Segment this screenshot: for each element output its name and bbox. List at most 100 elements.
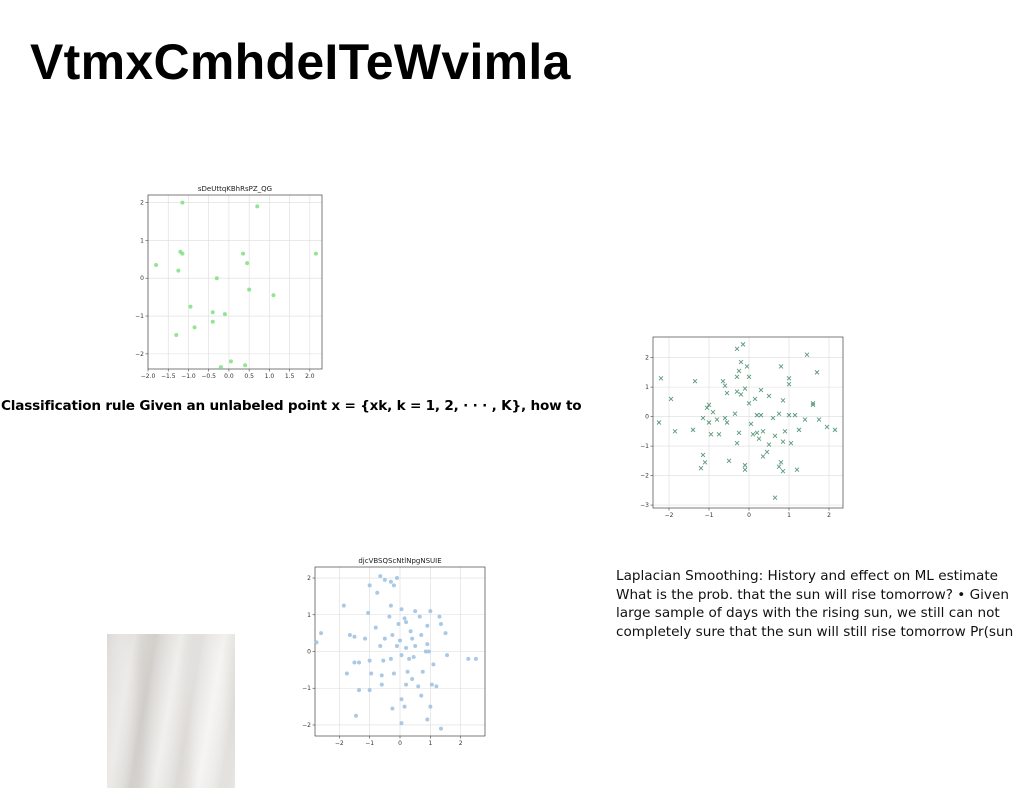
data-point	[752, 396, 758, 402]
data-point	[347, 632, 352, 637]
y-tick-label: 0	[140, 275, 144, 282]
data-point	[398, 638, 402, 643]
data-point	[750, 431, 756, 437]
data-point	[740, 342, 746, 347]
data-point	[692, 378, 698, 384]
data-point	[764, 449, 770, 455]
y-tick-label: −3	[640, 502, 649, 509]
data-point	[716, 431, 722, 437]
data-point	[810, 402, 816, 408]
data-point	[210, 310, 215, 315]
data-point	[388, 579, 393, 584]
laplacian-smoothing-text: Laplacian Smoothing: History and effect …	[616, 567, 1024, 641]
data-point	[352, 660, 357, 665]
fabric-fold	[107, 634, 137, 788]
data-point	[473, 656, 478, 661]
x-tick-label: 1	[787, 512, 791, 519]
data-point	[744, 364, 750, 369]
data-point	[245, 261, 250, 266]
data-point	[378, 574, 383, 579]
data-point	[271, 293, 276, 298]
data-point	[758, 387, 764, 393]
data-point	[423, 649, 428, 654]
data-point	[313, 251, 318, 256]
data-point	[746, 374, 752, 380]
data-point	[419, 693, 424, 698]
page-title: VtmxCmhdeITeWvimla	[30, 34, 571, 90]
x-tick-label: 2	[827, 512, 831, 519]
data-point	[704, 405, 710, 411]
data-point	[419, 632, 424, 637]
data-point	[352, 634, 357, 639]
data-point	[732, 411, 738, 416]
data-point	[357, 660, 362, 665]
data-point	[391, 583, 396, 588]
data-point	[417, 614, 422, 619]
data-point	[792, 412, 798, 418]
fabric-fold	[145, 634, 185, 788]
classification-rule-text: Classification rule Given an unlabeled p…	[1, 398, 582, 414]
data-point	[437, 614, 442, 619]
data-point	[672, 429, 678, 434]
data-point	[714, 417, 720, 422]
y-tick-label: 1	[307, 612, 311, 619]
data-point	[367, 688, 372, 693]
data-point	[413, 609, 418, 614]
data-point	[738, 359, 744, 365]
x-tick-label: 1	[428, 740, 432, 747]
y-tick-label: 0	[645, 414, 649, 421]
data-point	[736, 368, 742, 374]
data-point	[710, 409, 716, 415]
data-point	[760, 454, 766, 459]
data-point	[438, 621, 443, 626]
y-tick-label: −2	[640, 473, 649, 480]
smoothing-line: large sample of days with the rising sun…	[616, 605, 1000, 621]
y-tick-label: −1	[135, 313, 144, 320]
scatter-chart-2: −2 −1 0 1 2 −3 −2 −1 0 1 2	[625, 334, 850, 519]
chart-title: djcVBSQScNtlNpgNSUIE	[358, 557, 441, 565]
scatter-chart-3: −2 −1 0 1 2 −2 −1 0 1 2 djcVBSQScNtlNpgNSUIE	[290, 551, 490, 748]
data-point	[782, 429, 788, 434]
data-point	[772, 433, 778, 439]
data-point	[394, 576, 399, 581]
data-point	[788, 440, 794, 446]
data-point	[379, 682, 384, 687]
data-point	[379, 673, 384, 678]
y-tick-label: −2	[135, 351, 144, 358]
data-point	[780, 468, 786, 474]
data-point	[780, 439, 786, 444]
data-point	[760, 429, 766, 434]
data-point	[416, 684, 421, 689]
x-tick-label: −2	[665, 512, 674, 519]
smoothing-line: Laplacian Smoothing: History and effect …	[616, 568, 999, 584]
data-point	[766, 442, 772, 447]
data-point	[724, 390, 730, 396]
data-point	[722, 415, 728, 421]
data-point	[734, 374, 740, 380]
x-tick-label: −1.5	[161, 373, 176, 380]
data-point	[210, 319, 215, 324]
x-tick-label: −0.5	[201, 373, 216, 380]
data-point	[802, 417, 808, 422]
y-tick-label: 1	[140, 237, 144, 244]
data-point	[720, 378, 726, 384]
y-tick-label: 1	[645, 384, 649, 391]
fabric-fold	[189, 634, 229, 788]
y-tick-label: 2	[140, 200, 144, 207]
data-point	[786, 412, 792, 418]
data-point	[399, 653, 404, 658]
x-tick-label: −2.0	[141, 373, 156, 380]
data-point	[407, 656, 412, 661]
data-point	[255, 204, 260, 209]
data-point	[726, 458, 732, 464]
x-tick-label: 0.0	[224, 373, 234, 380]
data-point	[810, 401, 816, 406]
data-point	[369, 671, 374, 676]
data-point	[445, 653, 450, 658]
data-point	[375, 590, 380, 595]
data-point	[390, 632, 395, 637]
plot-frame	[147, 194, 323, 370]
data-point	[428, 609, 433, 614]
y-tick-label: 2	[307, 575, 311, 582]
data-point	[658, 375, 664, 381]
